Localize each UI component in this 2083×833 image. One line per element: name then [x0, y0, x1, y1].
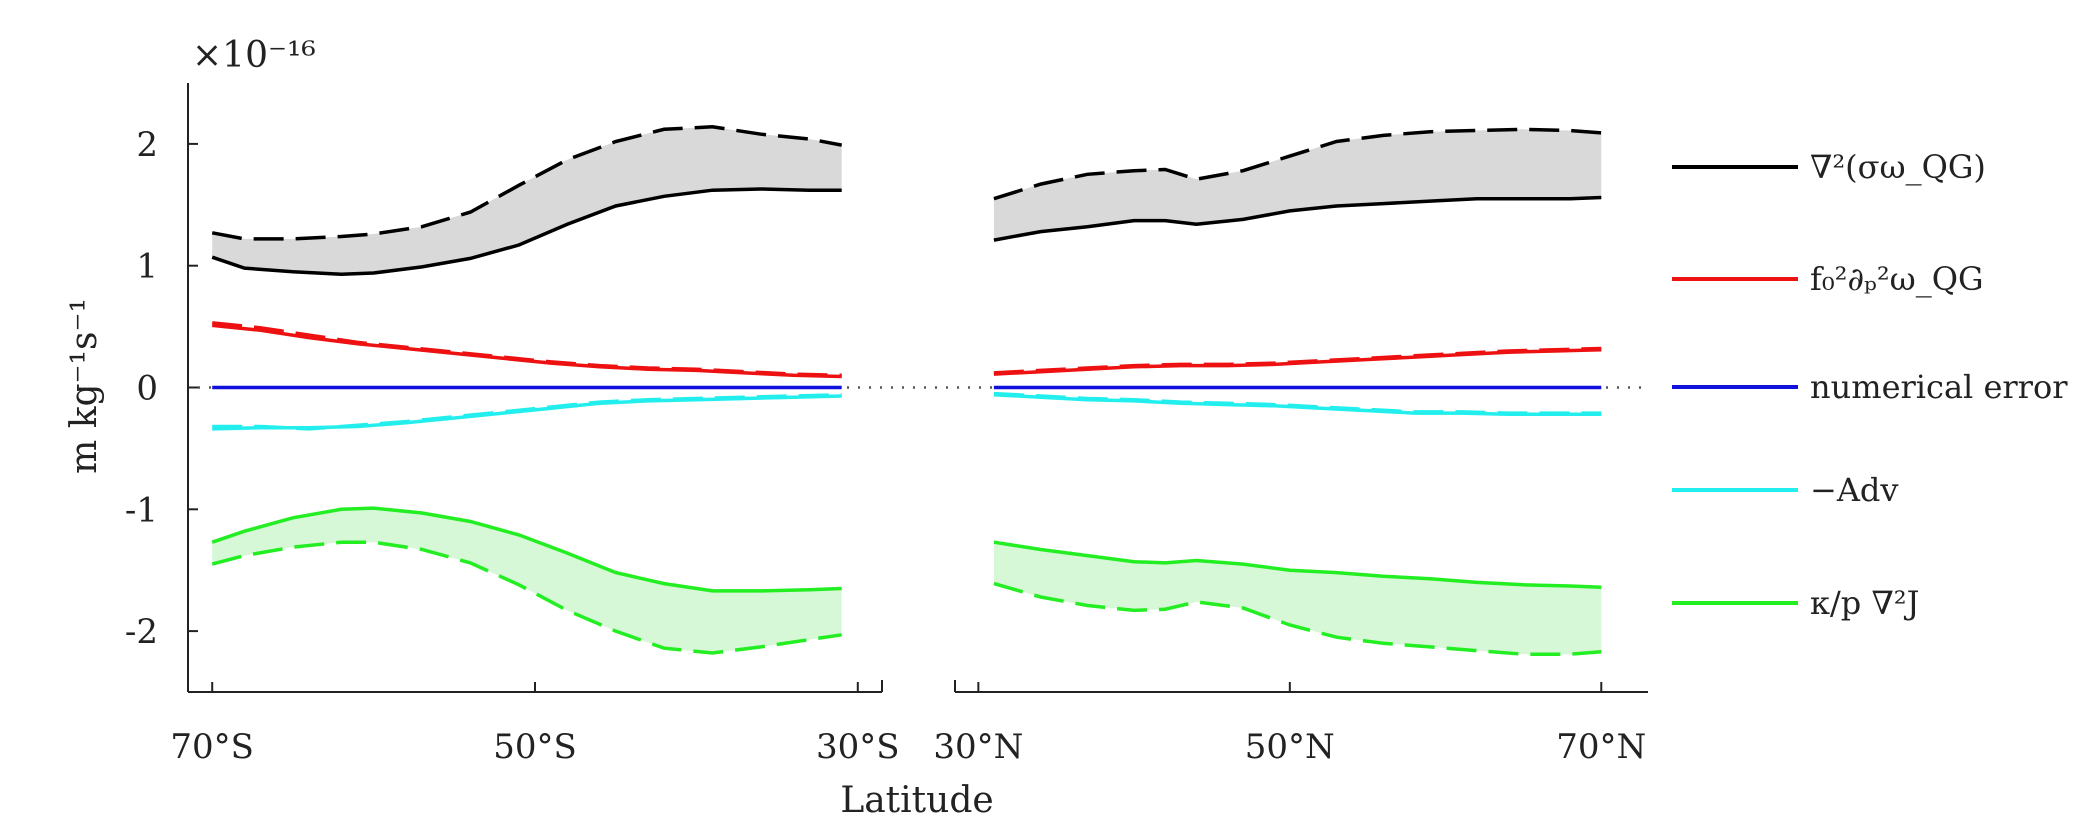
- plot-area: [198, 125, 1648, 656]
- axes: -2 -1 0 1 2 70°S 50°S 30°S 30°N 50°N 70°N: [125, 83, 1648, 767]
- x-tick-label: 50°S: [493, 727, 577, 767]
- neg_adv-line-north: [993, 393, 1602, 417]
- f0_dp_omega-dashed-line-south: [212, 321, 842, 378]
- kappa_laplacian_J-line-south: [211, 506, 842, 593]
- f0_dp_omega-line-north: [993, 347, 1602, 376]
- legend-item-kappa_laplacian_J: κ/p ∇²J: [1672, 584, 1919, 622]
- x-tick-label: 30°S: [816, 727, 900, 767]
- y-tick-label: 0: [136, 369, 158, 409]
- laplacian_sigma_omega-dashed-line-north: [993, 127, 1602, 201]
- legend-label: f₀²∂ₚ²ω_QG: [1810, 260, 1984, 298]
- kappa_laplacian_J-line-north: [993, 540, 1602, 590]
- legend-item-laplacian_sigma_omega: ∇²(σω_QG): [1672, 148, 1986, 186]
- x-axis-label: Latitude: [840, 780, 993, 821]
- legend-item-numerical_error: numerical error: [1672, 368, 2068, 406]
- neg_adv-dashed-line-north: [993, 391, 1602, 415]
- x-tick-label: 50°N: [1245, 727, 1335, 767]
- kappa_laplacian_J-band-north: [993, 542, 1602, 655]
- neg_adv-line-south: [212, 394, 842, 431]
- x-tick-label: 30°N: [933, 727, 1023, 767]
- legend: ∇²(σω_QG) f₀²∂ₚ²ω_QG numerical error −Adv κ/…: [1672, 148, 2068, 622]
- y-axis-label: m kg⁻¹s⁻¹: [64, 298, 105, 474]
- laplacian_sigma_omega-dashed-line-south: [211, 125, 843, 241]
- y-tick-label: 1: [136, 247, 158, 287]
- legend-label: ∇²(σω_QG): [1810, 148, 1986, 186]
- laplacian_sigma_omega-band-north: [993, 129, 1602, 241]
- legend-label: κ/p ∇²J: [1810, 584, 1919, 622]
- x-tick-label: 70°S: [170, 727, 254, 767]
- legend-item-f0_dp_omega: f₀²∂ₚ²ω_QG: [1672, 260, 1984, 298]
- laplacian_sigma_omega-line-south: [211, 187, 842, 276]
- y-tick-label: -2: [125, 612, 158, 652]
- f0_dp_omega-line-south: [212, 323, 842, 379]
- y-tick-label: 2: [136, 125, 158, 165]
- legend-label: numerical error: [1810, 368, 2068, 406]
- laplacian_sigma_omega-line-north: [993, 195, 1602, 242]
- kappa_laplacian_J-dashed-line-south: [211, 540, 842, 655]
- laplacian_sigma_omega-band-south: [212, 126, 842, 275]
- y-tick-label: -1: [125, 490, 158, 530]
- x-tick-label: 70°N: [1556, 727, 1646, 767]
- kappa_laplacian_J-dashed-line-north: [993, 581, 1602, 656]
- legend-label: −Adv: [1810, 471, 1898, 509]
- legend-item-neg_adv: −Adv: [1672, 471, 1898, 509]
- y-exponent-label: ×10⁻¹⁶: [192, 35, 316, 76]
- kappa_laplacian_J-band-south: [212, 508, 842, 653]
